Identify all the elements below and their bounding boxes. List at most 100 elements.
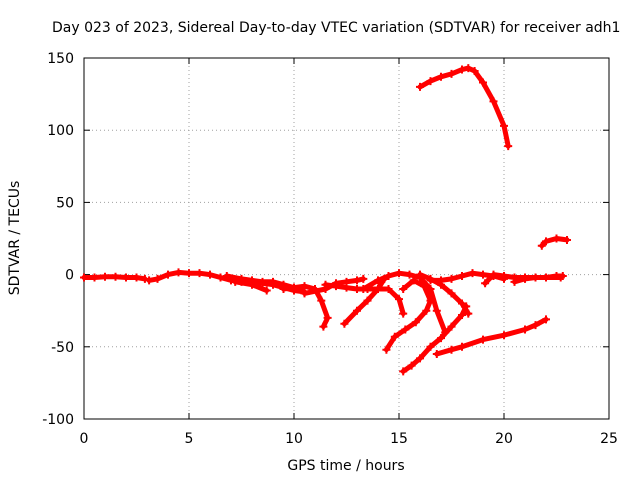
data-point [374,276,382,285]
data-point [269,277,277,286]
data-point [340,319,349,328]
data-point [437,334,445,343]
data-point [500,272,508,281]
data-point [407,361,416,370]
data-point [481,279,490,288]
data-point [359,285,368,294]
y-tick-label: 150 [47,51,74,67]
x-tick-label: 20 [495,431,513,447]
data-point [470,66,479,75]
data-point [395,295,403,304]
data-point [195,269,204,278]
data-point [447,274,456,283]
data-point [489,270,498,279]
series-line [146,269,307,295]
data-point [458,311,466,320]
data-point [447,322,456,331]
data-point [542,315,550,324]
data-point [510,277,519,286]
data-point [353,306,361,315]
data-point [321,280,330,289]
data-point [531,273,540,282]
data-point [382,345,391,354]
data-point [279,285,288,294]
data-point [552,234,561,243]
data-point [132,273,141,282]
data-point [458,272,466,281]
data-point [479,270,487,279]
data-point [101,272,109,281]
series-line [539,236,570,249]
data-point [537,241,546,250]
data-point [395,269,403,278]
series-arc-4 [231,277,271,295]
series-arc-10 [359,269,450,337]
data-point [390,332,399,341]
data-point [458,342,466,351]
y-tick-label: 0 [65,268,74,284]
data-point [342,283,351,292]
x-axis-label: GPS time / hours [287,458,404,474]
data-point [464,309,473,318]
data-point [416,82,424,91]
series-line [417,65,511,149]
y-tick-label: 50 [56,195,74,211]
data-point [558,272,567,281]
data-point [479,335,487,344]
data-point [248,280,256,289]
data-point [145,276,154,285]
data-point [399,309,408,318]
data-point [437,72,445,81]
series-arc-11 [399,302,471,376]
data-point [231,277,240,286]
data-point [258,277,267,286]
data-point [447,345,456,354]
data-point [422,306,431,315]
data-point [90,273,99,282]
data-point [317,296,326,305]
data-point [426,342,435,351]
y-tick-label: -100 [42,412,74,428]
data-point [542,273,550,282]
data-point [458,299,466,308]
grid [84,58,609,419]
data-point [206,270,214,279]
plot-frame [83,57,610,420]
data-point [432,350,441,359]
data-point [323,313,332,322]
data-point [563,235,571,244]
x-tick-label: 10 [285,431,303,447]
series-arc-1 [80,272,149,283]
y-tick-label: 100 [47,123,74,139]
data-point [384,285,393,294]
series-arc-16 [510,272,567,286]
x-tick-label: 15 [390,431,408,447]
data-point [80,273,88,282]
data-point [479,78,487,87]
data-point [319,322,328,331]
data-point [458,65,466,74]
data-point [262,286,271,295]
data-point [411,318,420,327]
data-point [399,367,408,376]
data-point [542,237,550,246]
data-point [468,269,477,278]
data-series [80,64,571,376]
data-point [122,273,130,282]
x-tick-label: 5 [185,431,194,447]
data-point [416,354,424,363]
data-point [222,272,231,281]
data-point [416,270,424,279]
series-arc-17 [537,234,571,250]
data-point [174,268,183,277]
data-point [405,270,414,279]
data-point [384,272,393,281]
data-point [153,274,162,283]
data-point [500,121,508,130]
series-arc-18 [416,64,513,151]
data-point [401,325,410,334]
data-point [521,325,529,334]
series-arc-13 [432,315,550,359]
data-point [399,285,408,294]
data-point [185,269,193,278]
